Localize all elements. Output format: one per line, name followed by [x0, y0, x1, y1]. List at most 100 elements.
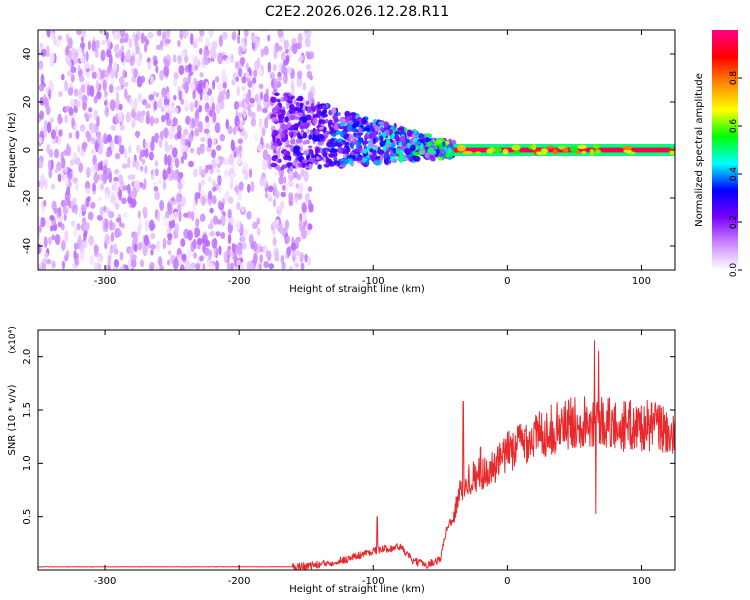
noise-speck [272, 198, 277, 208]
signal-speck [273, 106, 281, 110]
noise-speck [289, 265, 293, 270]
noise-speck [297, 32, 303, 44]
noise-speck [135, 132, 140, 139]
noise-speck [236, 85, 240, 97]
noise-speck [133, 102, 137, 108]
noise-speck [63, 149, 69, 156]
noise-speck [247, 108, 253, 117]
noise-speck [152, 168, 156, 181]
noise-speck [123, 147, 128, 160]
noise-speck [183, 30, 189, 38]
noise-speck [273, 49, 278, 60]
noise-speck [237, 138, 244, 145]
noise-speck [147, 31, 154, 39]
signal-speck [327, 121, 332, 129]
noise-speck [118, 135, 122, 143]
noise-speck [213, 246, 217, 258]
signal-speck [419, 142, 424, 150]
noise-speck [70, 73, 75, 83]
signal-speck [356, 116, 363, 122]
noise-speck [163, 220, 170, 226]
noise-speck [217, 83, 223, 91]
noise-speck [258, 83, 264, 90]
noise-speck [245, 62, 249, 71]
noise-speck [67, 87, 74, 96]
noise-speck [280, 254, 285, 264]
noise-speck [100, 49, 106, 61]
noise-speck [296, 174, 302, 181]
noise-speck [148, 219, 155, 232]
noise-speck [217, 200, 222, 210]
noise-speck [224, 168, 229, 179]
noise-speck [48, 88, 52, 100]
noise-speck [143, 234, 150, 246]
signal-speck [285, 150, 291, 157]
noise-speck [269, 71, 275, 80]
noise-speck [302, 210, 307, 223]
noise-speck [307, 223, 313, 231]
noise-speck [150, 75, 154, 85]
signal-speck [430, 155, 436, 162]
noise-speck [177, 182, 183, 190]
noise-speck [134, 231, 139, 244]
noise-speck [201, 179, 206, 186]
noise-speck [139, 149, 146, 158]
noise-speck [49, 225, 54, 232]
noise-speck [73, 88, 79, 97]
signal-speck [333, 123, 339, 131]
noise-speck [43, 199, 47, 207]
noise-speck [262, 107, 268, 114]
noise-speck [171, 156, 175, 164]
noise-speck [201, 234, 208, 244]
noise-speck [159, 69, 164, 81]
noise-speck [58, 129, 63, 137]
noise-speck [95, 79, 99, 91]
noise-speck [251, 83, 256, 94]
noise-speck [164, 104, 171, 114]
noise-speck [141, 182, 145, 190]
noise-speck [241, 207, 245, 213]
noise-speck [211, 195, 217, 205]
noise-speck [240, 57, 245, 68]
noise-speck [96, 255, 101, 263]
noise-speck [288, 192, 294, 200]
snr-y-label: SNR (10 * v/v) [7, 384, 18, 455]
signal-speck [312, 117, 318, 125]
noise-speck [141, 110, 146, 117]
noise-speck [217, 219, 222, 225]
noise-speck [227, 125, 233, 135]
noise-speck [245, 93, 250, 105]
noise-speck [191, 54, 195, 62]
noise-speck [212, 186, 217, 192]
noise-speck [165, 38, 171, 44]
noise-speck [279, 200, 285, 210]
x-tick-label: -100 [362, 276, 385, 287]
noise-speck [79, 75, 85, 83]
noise-speck [196, 237, 203, 247]
noise-speck [96, 90, 102, 100]
noise-speck [51, 234, 55, 241]
noise-speck [79, 250, 83, 259]
noise-speck [85, 50, 89, 62]
noise-speck [221, 68, 226, 79]
noise-speck [198, 121, 203, 133]
noise-speck [153, 100, 158, 111]
signal-speck [274, 92, 280, 97]
signal-speck [346, 115, 351, 120]
noise-speck [40, 48, 47, 57]
noise-speck [70, 66, 77, 74]
noise-speck [303, 170, 309, 182]
noise-speck [39, 173, 46, 183]
signal-speck [395, 147, 400, 154]
noise-speck [113, 248, 119, 255]
noise-speck [215, 144, 222, 151]
signal-speck [393, 139, 397, 144]
signal-speck [373, 159, 380, 166]
noise-speck [168, 249, 172, 256]
noise-speck [207, 175, 213, 183]
noise-speck [171, 147, 178, 158]
noise-speck [157, 256, 163, 267]
noise-speck [158, 140, 163, 148]
signal-speck [281, 109, 286, 116]
